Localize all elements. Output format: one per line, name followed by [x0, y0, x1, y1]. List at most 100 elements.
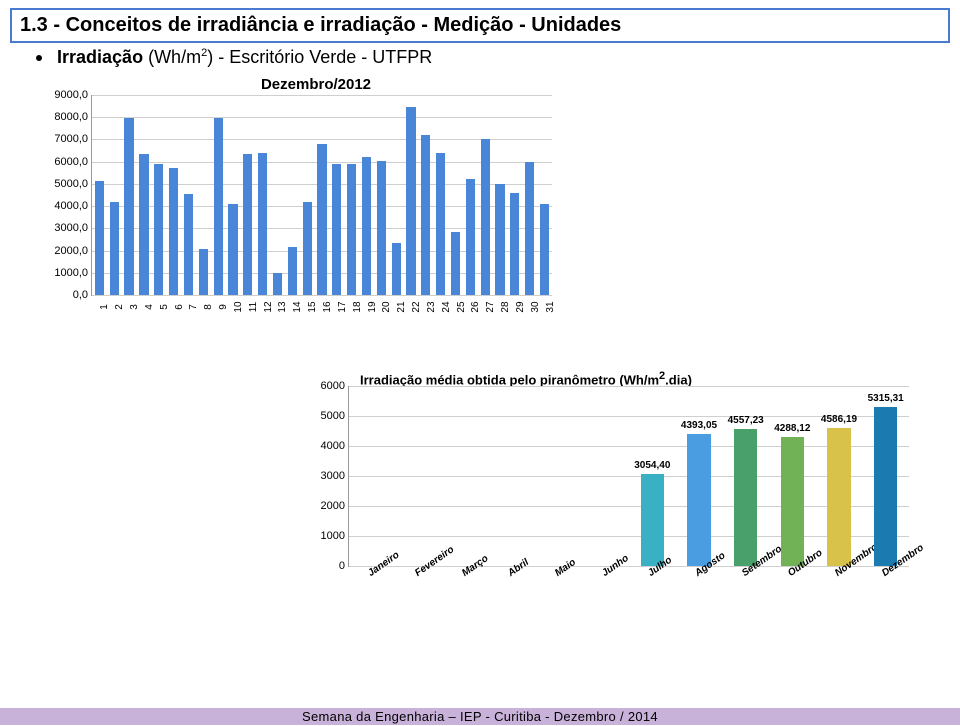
bar: [406, 107, 415, 295]
bar: [110, 202, 119, 295]
x-tick-label: 29: [515, 301, 526, 312]
bar: [377, 161, 386, 295]
gridline: [349, 386, 909, 387]
footer-bar: Semana da Engenharia – IEP - Curitiba - …: [0, 708, 960, 725]
section-title-box: 1.3 - Conceitos de irradiância e irradia…: [10, 8, 950, 43]
bar-value-label: 4288,12: [774, 423, 810, 434]
y-tick-label: 3000: [321, 470, 345, 482]
bullet-icon: [36, 55, 42, 61]
bar: [347, 164, 356, 295]
bar: [243, 154, 252, 295]
x-tick-label: 25: [456, 301, 467, 312]
x-tick-label: 18: [352, 301, 363, 312]
footer-text: Semana da Engenharia – IEP - Curitiba - …: [302, 709, 658, 724]
chart1: 0,0 1000,0 2000,0 3000,0 4000,0 5000,0 6000,0 7…: [36, 95, 556, 335]
bar: [228, 204, 237, 295]
x-tick-label: 14: [292, 301, 303, 312]
x-tick-label: 13: [277, 301, 288, 312]
x-tick-label: 28: [500, 301, 511, 312]
x-tick-label: 24: [441, 301, 452, 312]
x-tick-label: 23: [426, 301, 437, 312]
bar: [184, 194, 193, 295]
x-tick-label: 8: [203, 304, 214, 310]
y-tick-label: 2000,0: [54, 245, 88, 257]
x-tick-label: 12: [263, 301, 274, 312]
x-tick-label: 6: [174, 304, 185, 310]
x-tick-label: 26: [470, 301, 481, 312]
x-tick-label: Fevereiro: [413, 544, 456, 579]
x-tick-label: 31: [545, 301, 556, 312]
gridline: [92, 117, 552, 118]
bar: [303, 202, 312, 295]
bar-value-label: 5315,31: [868, 393, 904, 404]
bar: [641, 474, 664, 566]
x-tick-label: 16: [322, 301, 333, 312]
section-title: 1.3 - Conceitos de irradiância e irradia…: [20, 14, 621, 36]
y-tick-label: 5000,0: [54, 178, 88, 190]
x-tick-label: 30: [530, 301, 541, 312]
chart1-wrap: Dezembro/2012 0,0 1000,0 2000,0 3000,0 4000,…: [16, 76, 950, 335]
bar: [495, 184, 504, 295]
x-tick-label: 15: [307, 301, 318, 312]
bar: [139, 154, 148, 295]
chart1-title: Dezembro/2012: [56, 76, 576, 93]
x-tick-label: Janeiro: [366, 550, 401, 579]
y-tick-label: 2000: [321, 500, 345, 512]
x-tick-label: 27: [485, 301, 496, 312]
x-tick-label: 4: [144, 304, 155, 310]
subtitle-keyword: Irradiação: [57, 47, 143, 67]
y-tick-label: 4000,0: [54, 200, 88, 212]
bar: [687, 434, 710, 566]
x-tick-label: 5: [159, 304, 170, 310]
y-tick-label: 0: [339, 560, 345, 572]
bar: [481, 139, 490, 295]
bar: [540, 204, 549, 295]
bar: [169, 168, 178, 295]
bar: [332, 164, 341, 295]
bar-value-label: 3054,40: [634, 460, 670, 471]
y-tick-label: 8000,0: [54, 111, 88, 123]
y-tick-label: 1000,0: [54, 267, 88, 279]
bar: [874, 407, 897, 566]
x-tick-label: 17: [337, 301, 348, 312]
bar: [154, 164, 163, 295]
x-tick-label: 19: [367, 301, 378, 312]
bar: [510, 193, 519, 295]
chart2-plot: 0100020003000400050006000JaneiroFevereir…: [348, 386, 909, 567]
bar: [827, 428, 850, 566]
gridline: [92, 95, 552, 96]
bar: [288, 247, 297, 295]
y-tick-label: 6000: [321, 380, 345, 392]
bar: [258, 153, 267, 295]
x-tick-label: 7: [188, 304, 199, 310]
y-tick-label: 0,0: [73, 289, 88, 301]
chart2-title: Irradiação média obtida pelo piranômetro…: [360, 370, 960, 387]
bar: [317, 144, 326, 295]
bar: [95, 181, 104, 295]
bar: [466, 179, 475, 295]
x-tick-label: 10: [233, 301, 244, 312]
x-tick-label: 9: [218, 304, 229, 310]
x-tick-label: 22: [411, 301, 422, 312]
bar: [451, 232, 460, 295]
subtitle-unit: (Wh/m: [148, 47, 201, 67]
y-tick-label: 3000,0: [54, 222, 88, 234]
x-tick-label: 3: [129, 304, 140, 310]
y-tick-label: 7000,0: [54, 133, 88, 145]
x-tick-label: 2: [114, 304, 125, 310]
x-tick-label: 20: [381, 301, 392, 312]
bar-value-label: 4586,19: [821, 414, 857, 425]
bar-value-label: 4393,05: [681, 420, 717, 431]
x-tick-label: Abril: [506, 557, 531, 579]
subtitle-line: Irradiação (Wh/m2) - Escritório Verde - …: [36, 47, 950, 68]
gridline: [349, 446, 909, 447]
bar: [214, 118, 223, 295]
y-tick-label: 6000,0: [54, 156, 88, 168]
y-tick-label: 4000: [321, 440, 345, 452]
bar: [734, 429, 757, 566]
bar: [273, 273, 282, 295]
bar: [436, 153, 445, 295]
y-tick-label: 5000: [321, 410, 345, 422]
y-tick-label: 9000,0: [54, 89, 88, 101]
subtitle-suffix: ) - Escritório Verde - UTFPR: [207, 47, 432, 67]
